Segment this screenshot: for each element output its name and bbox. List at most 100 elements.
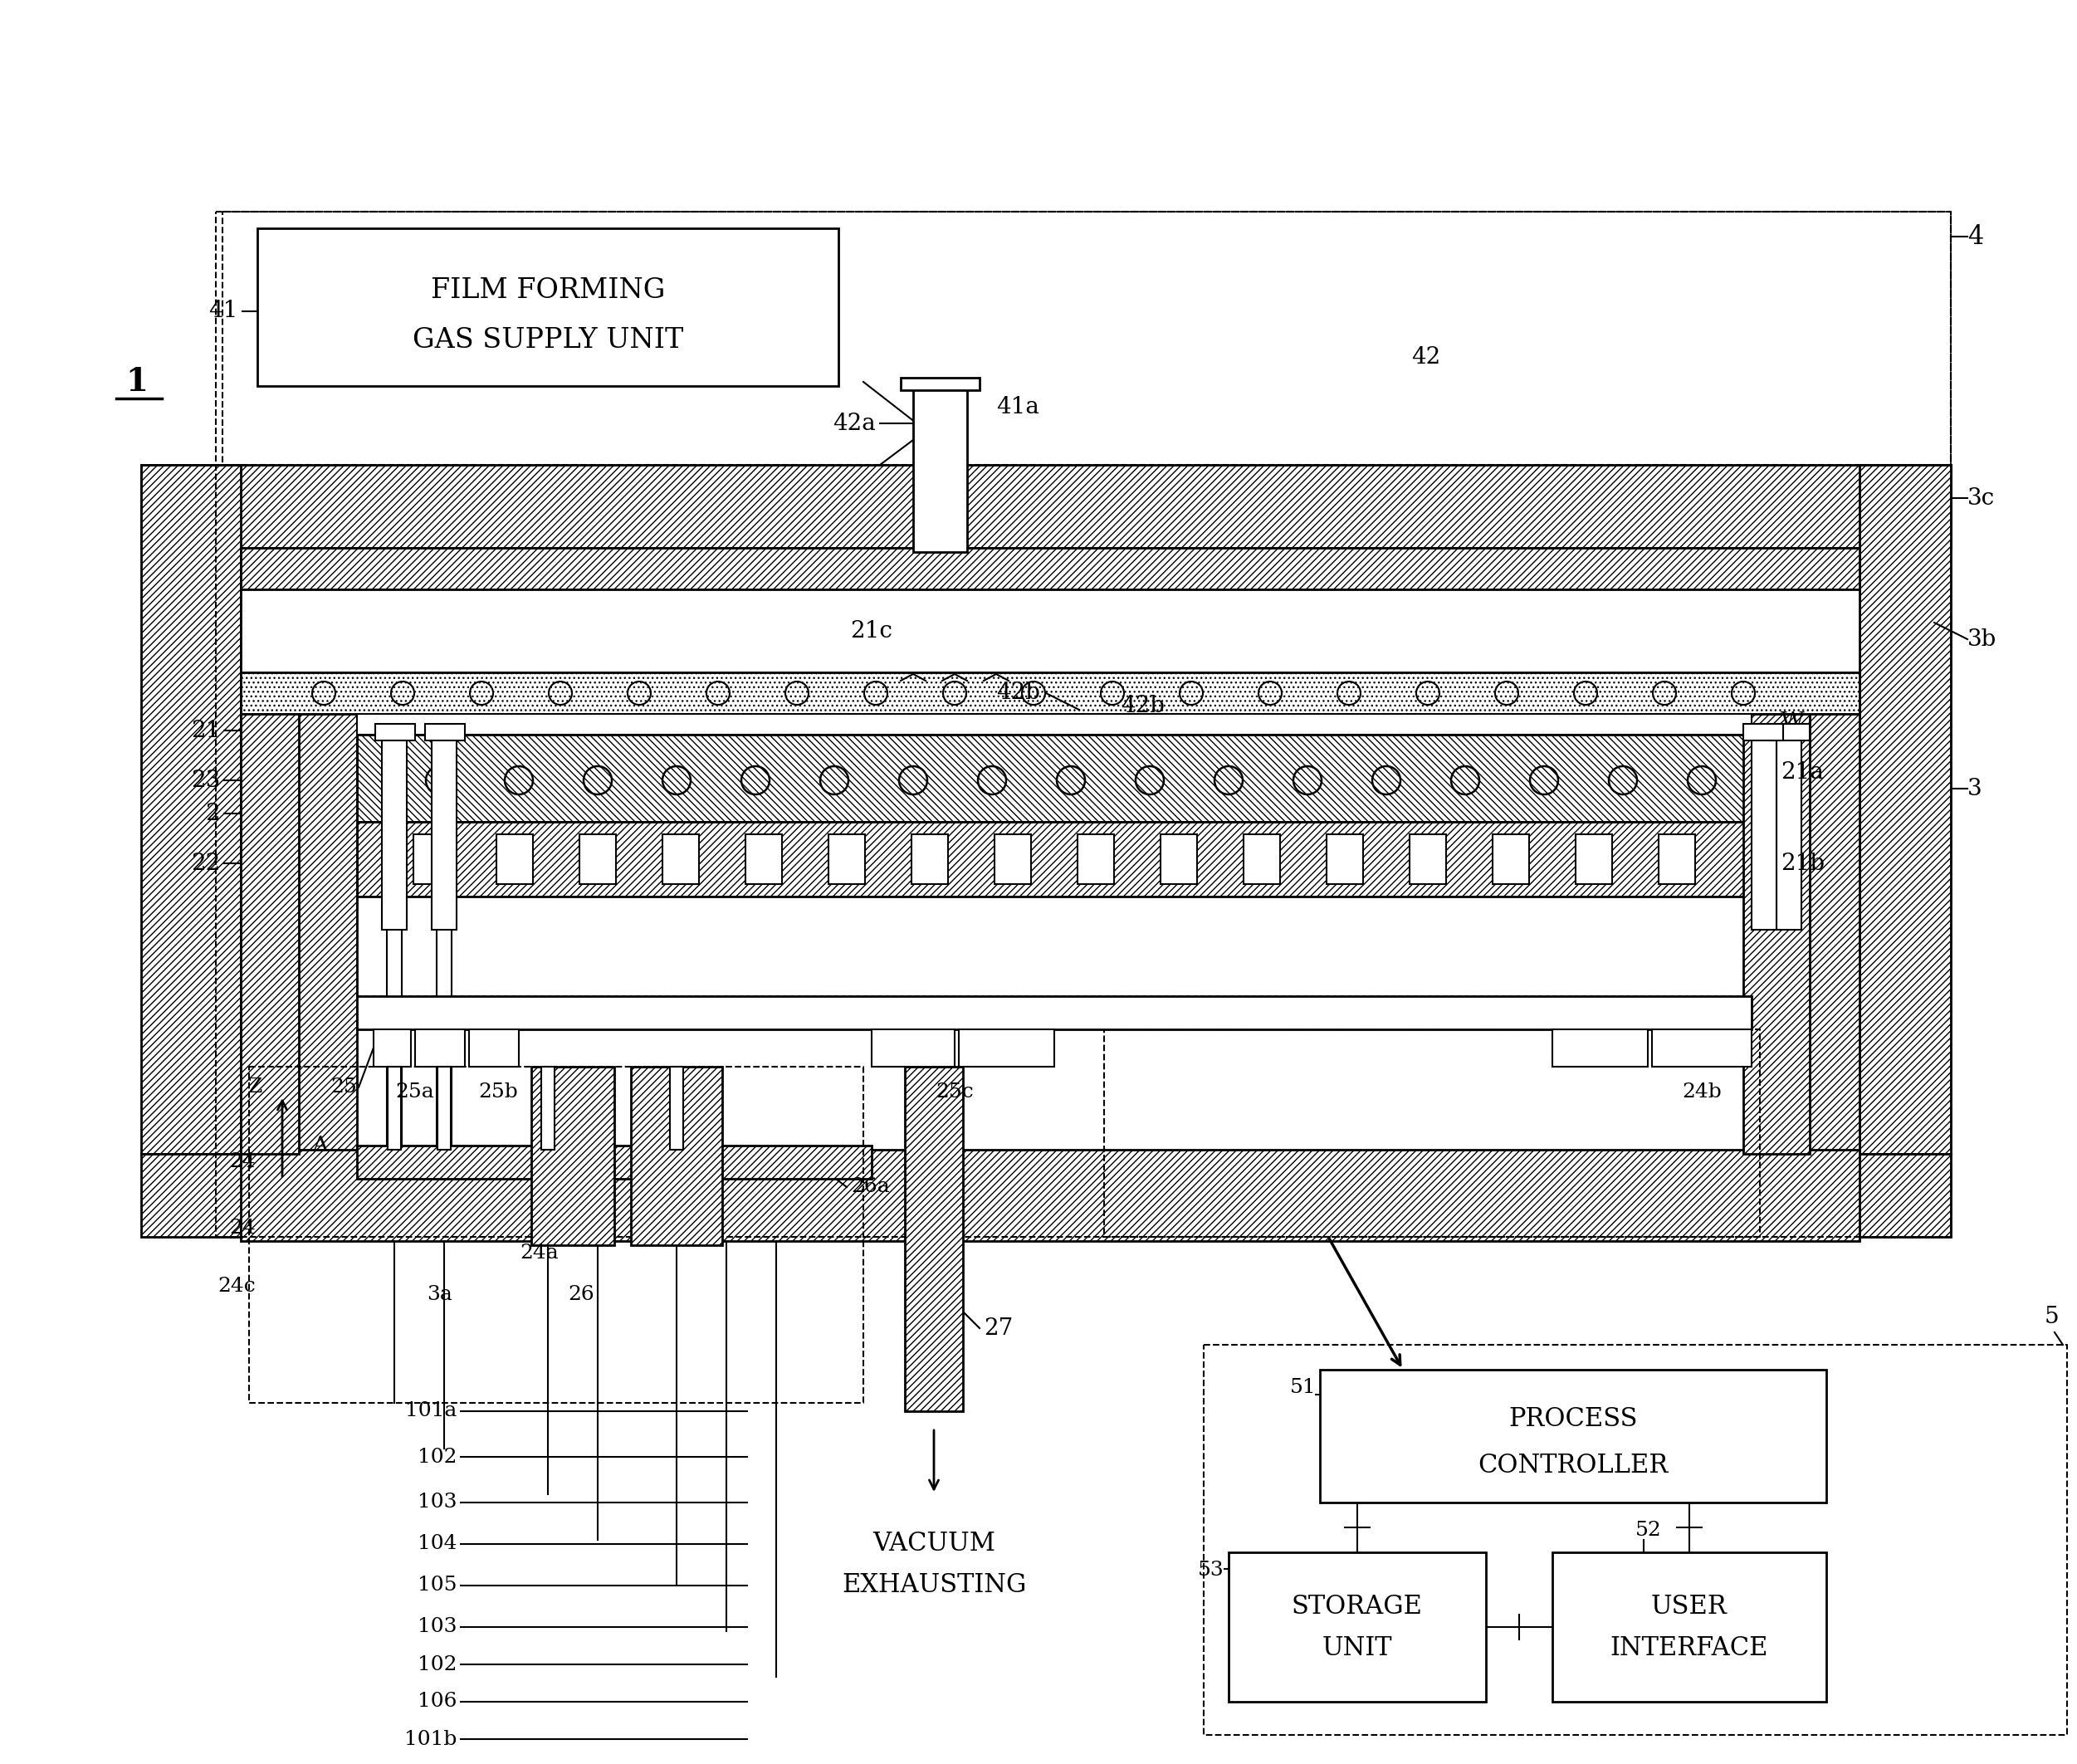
Bar (906, 1067, 964, 1411)
Text: 23: 23 (191, 769, 220, 792)
Text: A: A (312, 1136, 326, 1155)
Text: 101b: 101b (403, 1729, 457, 1748)
Bar (1776, 822, 1792, 1145)
Text: 25c: 25c (935, 1081, 974, 1101)
Bar (579, 834, 617, 884)
Bar (1552, 1552, 1826, 1702)
Bar (829, 834, 864, 884)
Text: 22: 22 (191, 852, 220, 875)
Bar (1493, 834, 1529, 884)
Text: 41a: 41a (997, 395, 1038, 418)
Bar (241, 714, 299, 1154)
Text: 24: 24 (228, 1219, 255, 1238)
Bar (376, 723, 415, 741)
Text: 4: 4 (1967, 224, 1984, 249)
Bar (1651, 1030, 1751, 1067)
Text: 41: 41 (208, 300, 237, 323)
Bar (415, 1030, 465, 1067)
Bar (388, 1067, 401, 1150)
Bar (374, 1030, 411, 1067)
Text: INTERFACE: INTERFACE (1610, 1635, 1768, 1660)
Bar (436, 822, 451, 1145)
Text: 25: 25 (330, 1078, 357, 1097)
Bar (542, 1067, 555, 1150)
Text: 24: 24 (228, 1152, 255, 1171)
Text: 103: 103 (417, 1618, 457, 1637)
Text: VACUUM: VACUUM (872, 1531, 995, 1558)
Text: W: W (1780, 711, 1805, 734)
Text: 101a: 101a (405, 1402, 457, 1420)
Text: 3: 3 (1967, 778, 1981, 799)
Text: 106: 106 (417, 1692, 457, 1711)
Text: GAS SUPPLY UNIT: GAS SUPPLY UNIT (413, 326, 683, 353)
Text: 26a: 26a (852, 1178, 889, 1196)
Text: EXHAUSTING: EXHAUSTING (841, 1573, 1026, 1598)
Text: 52: 52 (1635, 1521, 1662, 1540)
Text: FILM FORMING: FILM FORMING (430, 277, 665, 303)
Bar (141, 1154, 1950, 1237)
Text: 24b: 24b (1682, 1081, 1722, 1101)
Bar (357, 734, 1751, 822)
Text: 2: 2 (206, 803, 220, 826)
Bar (1319, 1369, 1826, 1503)
Bar (1776, 734, 1801, 930)
Text: 3b: 3b (1967, 628, 1996, 651)
Bar (1078, 834, 1113, 884)
Text: 53: 53 (1198, 1561, 1225, 1581)
Text: 24c: 24c (218, 1277, 255, 1297)
Bar (1660, 834, 1695, 884)
Bar (1859, 466, 1950, 1154)
Bar (432, 734, 457, 930)
Bar (241, 549, 1859, 589)
Text: 102: 102 (417, 1446, 457, 1466)
Bar (1552, 1030, 1647, 1067)
Bar (671, 1067, 683, 1150)
Text: 42b: 42b (997, 683, 1041, 704)
Bar (241, 589, 1859, 672)
Bar (1743, 714, 1809, 1154)
Bar (1576, 834, 1612, 884)
Bar (1743, 723, 1784, 741)
Text: 21c: 21c (849, 619, 893, 642)
Bar (1230, 1552, 1485, 1702)
Bar (1410, 834, 1446, 884)
Text: USER: USER (1651, 1593, 1728, 1619)
Bar (141, 466, 1950, 549)
Text: 5: 5 (2044, 1305, 2058, 1328)
Text: Z: Z (249, 1078, 264, 1097)
Bar (241, 672, 1859, 714)
Text: 26: 26 (567, 1286, 594, 1305)
Text: 105: 105 (417, 1575, 457, 1595)
Bar (912, 834, 947, 884)
Bar (386, 822, 401, 1145)
Bar (746, 834, 781, 884)
Bar (1751, 822, 1768, 1145)
Bar (357, 822, 1751, 896)
Bar (382, 734, 407, 930)
Text: 3c: 3c (1967, 487, 1994, 510)
Bar (995, 834, 1030, 884)
Bar (1751, 734, 1776, 930)
Text: CONTROLLER: CONTROLLER (1479, 1452, 1668, 1478)
Text: 104: 104 (417, 1535, 457, 1554)
Bar (426, 723, 465, 741)
Bar (357, 714, 1751, 734)
Bar (258, 228, 839, 386)
Bar (1770, 723, 1809, 741)
Bar (532, 1067, 615, 1245)
Text: 21: 21 (191, 720, 220, 741)
Text: 25b: 25b (478, 1081, 517, 1101)
Bar (1244, 834, 1279, 884)
Text: 27: 27 (984, 1318, 1014, 1339)
Text: 102: 102 (417, 1655, 457, 1674)
Text: 1: 1 (127, 367, 147, 397)
Bar (357, 1145, 872, 1178)
Bar (663, 834, 700, 884)
Text: STORAGE: STORAGE (1292, 1593, 1423, 1619)
Text: PROCESS: PROCESS (1508, 1406, 1637, 1432)
Text: 3a: 3a (428, 1286, 453, 1305)
Text: 42b: 42b (1122, 695, 1165, 716)
Bar (1751, 714, 1859, 1154)
Text: 21b: 21b (1780, 852, 1824, 875)
Bar (960, 1030, 1055, 1067)
